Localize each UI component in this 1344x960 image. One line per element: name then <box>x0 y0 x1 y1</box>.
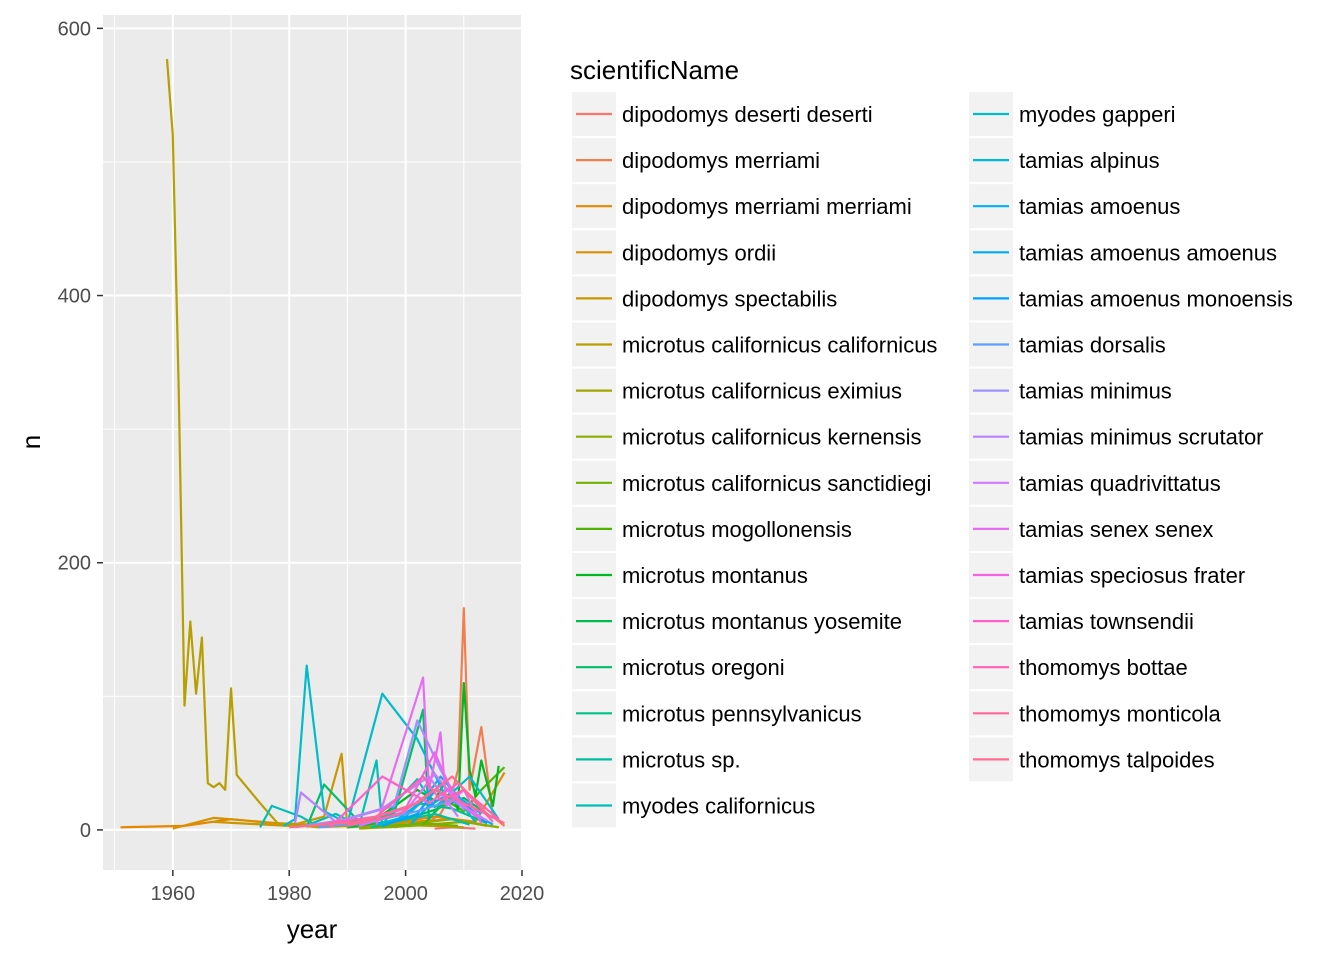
series-line <box>381 782 488 827</box>
legend-item: tamias senex senex <box>969 506 1213 551</box>
legend-item: dipodomys merriami merriami <box>572 184 912 229</box>
legend-label: microtus californicus kernensis <box>622 425 922 450</box>
legend: dipodomys deserti deserti dipodomys merri… <box>572 92 1293 828</box>
x-tick-label: 1980 <box>267 883 312 905</box>
legend-label: tamias minimus scrutator <box>1019 425 1264 450</box>
series-line <box>318 681 500 827</box>
legend-item: microtus oregoni <box>572 645 785 690</box>
x-tick-label: 1960 <box>151 883 196 905</box>
legend-label: microtus oregoni <box>622 655 785 680</box>
legend-item: dipodomys merriami <box>572 138 820 183</box>
legend-label: dipodomys deserti deserti <box>622 102 873 127</box>
legend-item: tamias dorsalis <box>969 322 1166 367</box>
legend-label: thomomys monticola <box>1019 701 1222 726</box>
legend-item: tamias minimus scrutator <box>969 414 1264 459</box>
legend-label: tamias amoenus monoensis <box>1019 286 1293 311</box>
legend-item: microtus montanus yosemite <box>572 599 902 644</box>
legend-item: tamias amoenus <box>969 184 1180 229</box>
legend-item: microtus californicus californicus <box>572 322 937 367</box>
legend-label: microtus californicus eximius <box>622 379 902 404</box>
legend-label: myodes californicus <box>622 794 815 819</box>
series-line <box>293 775 459 824</box>
legend-label: microtus californicus sanctidiegi <box>622 471 931 496</box>
legend-item: dipodomys ordii <box>572 230 776 275</box>
series-line <box>393 607 506 829</box>
legend-label: tamias minimus <box>1019 379 1172 404</box>
legend-item: microtus californicus sanctidiegi <box>572 460 931 505</box>
legend-item: myodes gapperi <box>969 92 1176 136</box>
y-tick-label: 0 <box>80 820 91 842</box>
legend-item: thomomys talpoides <box>969 737 1215 782</box>
legend-item: microtus montanus <box>572 553 808 597</box>
legend-label: tamias quadrivittatus <box>1019 471 1221 496</box>
legend-label: microtus montanus <box>622 563 808 588</box>
legend-label: microtus sp. <box>622 747 741 772</box>
legend-item: tamias amoenus monoensis <box>969 276 1293 321</box>
legend-label: microtus californicus californicus <box>622 333 937 358</box>
legend-label: myodes gapperi <box>1019 102 1176 127</box>
legend-label: tamias townsendii <box>1019 609 1194 634</box>
legend-item: dipodomys deserti deserti <box>572 92 873 136</box>
legend-item: microtus sp. <box>572 737 741 782</box>
legend-label: microtus mogollonensis <box>622 517 852 542</box>
x-axis-title: year <box>287 914 338 944</box>
x-tick-label: 2020 <box>500 883 545 905</box>
legend-item: tamias amoenus amoenus <box>969 230 1277 275</box>
legend-item: dipodomys spectabilis <box>572 276 837 321</box>
legend-title: scientificName <box>570 55 739 85</box>
series-line <box>282 664 500 827</box>
legend-item: microtus pennsylvanicus <box>572 691 862 736</box>
series-line <box>393 775 482 823</box>
legend-item: tamias quadrivittatus <box>969 460 1221 505</box>
legend-label: microtus pennsylvanicus <box>622 701 862 726</box>
legend-item: tamias alpinus <box>969 138 1160 183</box>
legend-label: tamias amoenus amoenus <box>1019 240 1277 265</box>
y-tick-label: 400 <box>58 286 91 308</box>
y-tick-label: 600 <box>58 18 91 40</box>
legend-label: dipodomys merriami <box>622 148 820 173</box>
legend-label: tamias alpinus <box>1019 148 1160 173</box>
legend-item: tamias townsendii <box>969 599 1194 644</box>
legend-label: dipodomys merriami merriami <box>622 194 912 219</box>
legend-label: dipodomys spectabilis <box>622 286 837 311</box>
series-line <box>289 775 488 829</box>
y-tick-label: 200 <box>58 553 91 575</box>
legend-label: tamias dorsalis <box>1019 333 1166 358</box>
legend-item: thomomys monticola <box>969 691 1222 736</box>
legend-label: dipodomys ordii <box>622 240 776 265</box>
legend-item: microtus mogollonensis <box>572 506 852 551</box>
legend-label: thomomys talpoides <box>1019 747 1215 772</box>
legend-label: thomomys bottae <box>1019 655 1188 680</box>
legend-item: thomomys bottae <box>969 645 1188 690</box>
x-tick-label: 2000 <box>383 883 428 905</box>
axes: 1960 1980 2000 2020 0 200 400 600 <box>58 18 545 905</box>
legend-label: tamias speciosus frater <box>1019 563 1245 588</box>
legend-label: microtus montanus yosemite <box>622 609 902 634</box>
legend-label: tamias senex senex <box>1019 517 1213 542</box>
legend-item: microtus californicus kernensis <box>572 414 922 459</box>
legend-item: microtus californicus eximius <box>572 368 902 413</box>
legend-item: tamias speciosus frater <box>969 553 1245 597</box>
series-line <box>259 759 477 828</box>
legend-label: tamias amoenus <box>1019 194 1180 219</box>
series-lines <box>120 59 506 830</box>
y-axis-title: n <box>16 435 46 449</box>
legend-item: myodes californicus <box>572 783 815 828</box>
legend-item: tamias minimus <box>969 368 1172 413</box>
